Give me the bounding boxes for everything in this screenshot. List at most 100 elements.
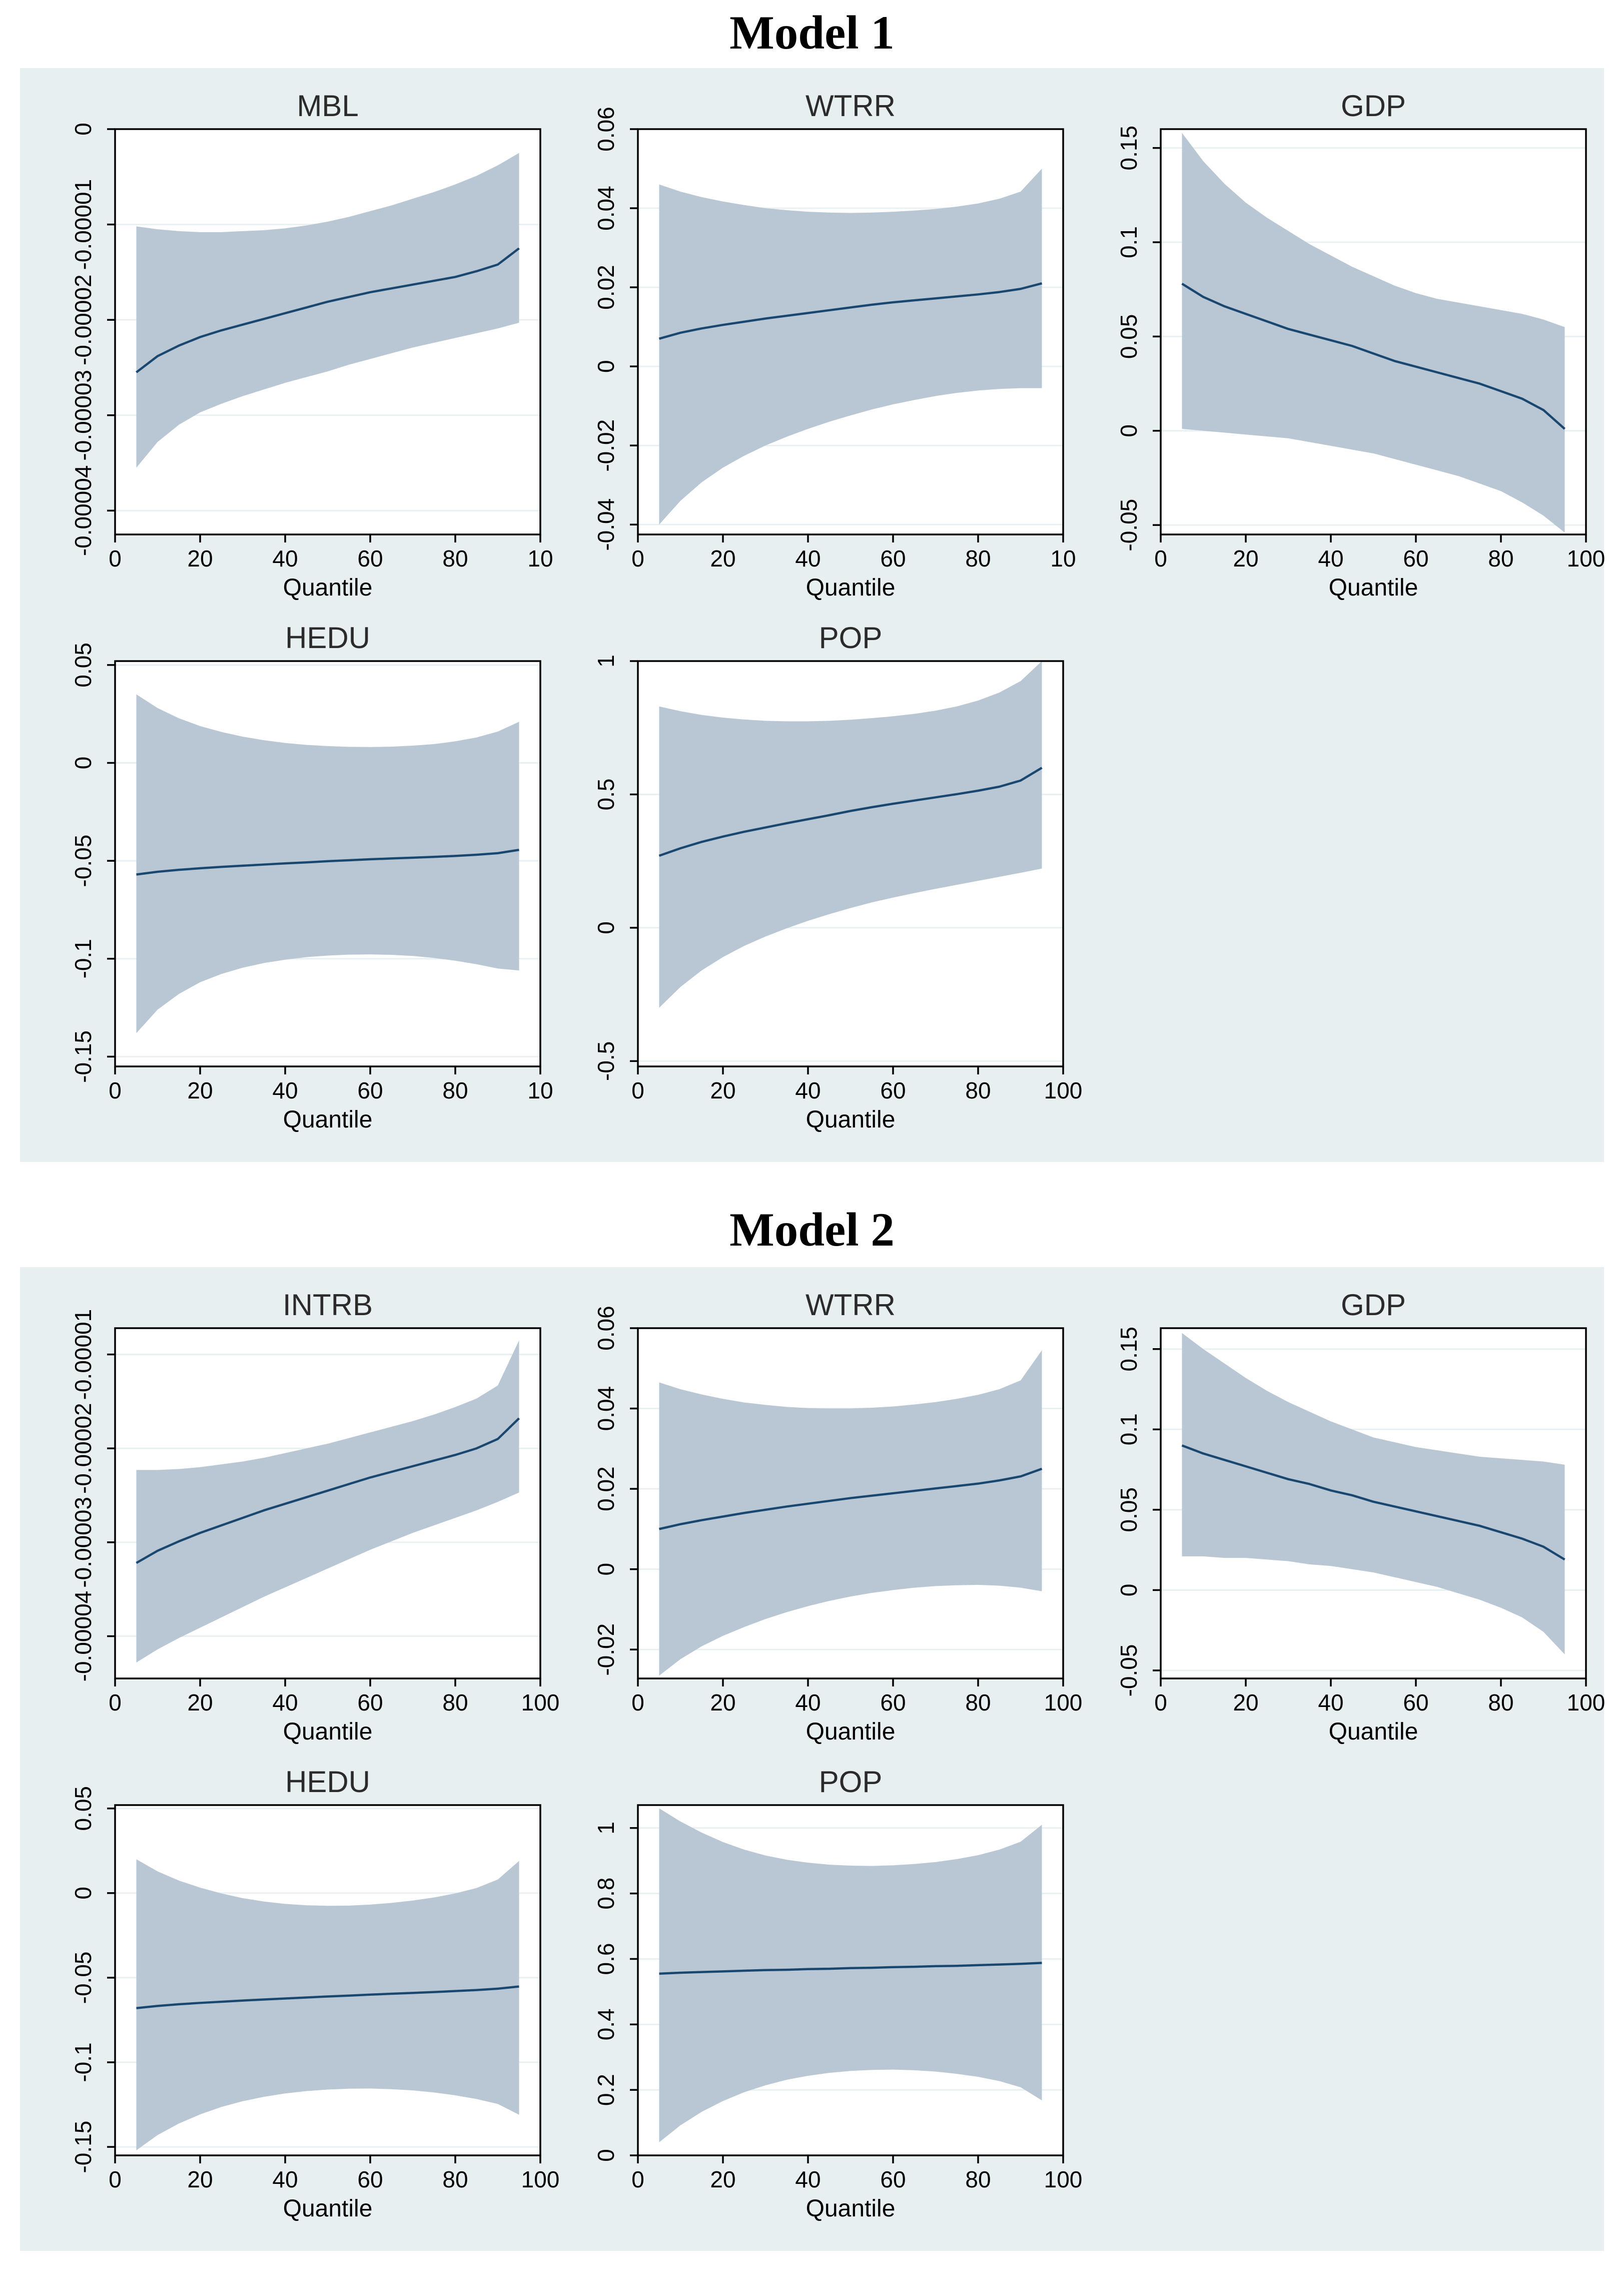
x-tick-label: 20 <box>187 545 213 571</box>
y-tick-label: 0 <box>593 2149 619 2162</box>
confidence-band <box>1182 133 1565 533</box>
x-tick-label: 0 <box>109 1689 122 1715</box>
confidence-band <box>659 169 1042 525</box>
y-tick-label: 0.06 <box>593 107 619 152</box>
coefficient-line <box>658 767 1043 857</box>
y-tick-label: 0.06 <box>593 1306 619 1351</box>
plot-border <box>114 660 541 1067</box>
x-tick-label: 40 <box>1318 1689 1343 1715</box>
y-tick-label: 0 <box>593 1563 619 1576</box>
x-tick-label: 0 <box>631 1077 644 1103</box>
x-tick-label: 20 <box>187 1689 213 1715</box>
y-tick-label: -0.00003 <box>70 370 96 461</box>
x-axis-title: Quantile <box>283 1718 373 1745</box>
y-tick-label: -0.05 <box>1116 499 1142 551</box>
y-tick-label: -0.15 <box>70 1030 96 1083</box>
x-tick-label: 40 <box>272 1689 298 1715</box>
x-tick-label: 40 <box>795 2166 821 2192</box>
subplot-canvas: WTRR 0.06 0.04 0.02 0 -0.02 0 20 40 60 80 100 Quanti… <box>593 1288 1082 1745</box>
y-tick-label: -0.15 <box>70 2121 96 2173</box>
y-tick-label: -0.00002 <box>70 274 96 365</box>
subplot-wtrr-model-2: WTRR 0.06 0.04 0.02 0 -0.02 0 20 40 60 80 100 Quanti… <box>550 1284 1082 1761</box>
subplot-canvas: HEDU 0.05 0 -0.05 -0.1 -0.15 0 20 40 60 80 10 Quanti… <box>70 621 553 1133</box>
x-tick-label: 80 <box>965 1689 991 1715</box>
x-tick-label: 0 <box>631 2166 644 2192</box>
subplot-mbl-model-1: MBL 0 -0.00001 -0.00002 -0.00003 -0.00004 0 20 4… <box>28 85 553 617</box>
subplot-title: HEDU <box>285 621 370 655</box>
x-tick-label: 60 <box>357 1689 383 1715</box>
x-tick-label: 0 <box>109 545 122 571</box>
subplot-title: HEDU <box>285 1765 370 1799</box>
x-tick-label: 40 <box>795 545 821 571</box>
y-tick-label: -0.00004 <box>70 1591 96 1682</box>
x-tick-label: 20 <box>187 1077 213 1103</box>
y-tick-label: 0.4 <box>593 2008 619 2040</box>
coefficient-line <box>1181 283 1565 430</box>
y-tick-label: -0.1 <box>70 2042 96 2082</box>
x-tick-label: 80 <box>442 1689 468 1715</box>
x-tick-label: 60 <box>880 2166 906 2192</box>
x-tick-label: 0 <box>1154 1689 1167 1715</box>
subplot-title: GDP <box>1341 89 1406 123</box>
subplot-title: GDP <box>1341 1288 1406 1322</box>
coefficient-line <box>136 247 520 373</box>
coefficient-line <box>658 282 1043 340</box>
subplot-title: WTRR <box>805 89 896 123</box>
x-tick-label: 0 <box>109 1077 122 1103</box>
confidence-band <box>136 1340 519 1663</box>
plot-border <box>637 1327 1064 1679</box>
subplot-gdp-model-1: GDP 0.15 0.1 0.05 0 -0.05 0 20 40 60 80 100 Quantile <box>1073 85 1605 617</box>
y-tick-label: 0 <box>1116 1584 1142 1597</box>
y-tick-label: 0.15 <box>1116 1327 1142 1372</box>
x-tick-label: 20 <box>1233 1689 1258 1715</box>
y-tick-label: 0.05 <box>1116 1487 1142 1532</box>
y-tick-label: -0.02 <box>593 1623 619 1676</box>
x-axis-title: Quantile <box>283 1106 373 1133</box>
x-tick-label: 10 <box>527 1077 553 1103</box>
x-tick-label: 20 <box>710 1689 735 1715</box>
model-2-panel: INTRB -0.00001 -0.00002 -0.00003 -0.00004 0 20… <box>20 1267 1605 2251</box>
x-tick-label: 100 <box>521 1689 560 1715</box>
x-tick-label: 20 <box>1233 545 1258 571</box>
y-tick-label: 0.1 <box>1116 226 1142 258</box>
x-axis-title: Quantile <box>806 1718 896 1745</box>
x-axis-title: Quantile <box>1329 575 1418 601</box>
y-tick-label: 0.15 <box>1116 126 1142 171</box>
y-tick-label: 0.6 <box>593 1943 619 1975</box>
plot-border <box>637 128 1064 535</box>
subplot-hedu-model-1: HEDU 0.05 0 -0.05 -0.1 -0.15 0 20 40 60 80 10 Quanti… <box>28 617 553 1149</box>
subplot-canvas: POP 1 0.8 0.6 0.4 0.2 00 20 40 60 80 100 Quantile <box>593 1765 1082 2222</box>
subplot-title: POP <box>819 1765 883 1799</box>
x-tick-label: 80 <box>442 2166 468 2192</box>
y-tick-label: 0 <box>70 123 96 136</box>
coefficient-line <box>659 1467 1043 1530</box>
x-tick-label: 100 <box>1044 1689 1083 1715</box>
confidence-band <box>1182 1333 1565 1654</box>
y-tick-label: 0.04 <box>593 186 619 231</box>
coefficient-line <box>659 1962 1042 1975</box>
coefficient-line <box>136 1985 519 2010</box>
y-tick-label: 1 <box>593 655 619 668</box>
x-tick-label: 60 <box>357 1077 383 1103</box>
figure-title-model-1: Model 1 <box>729 6 895 59</box>
x-tick-label: 20 <box>710 2166 735 2192</box>
x-tick-label: 60 <box>880 1077 906 1103</box>
x-axis-title: Quantile <box>806 1106 896 1133</box>
plot-border <box>114 1327 541 1679</box>
x-tick-label: 80 <box>965 1077 991 1103</box>
subplot-canvas: WTRR 0.06 0.04 0.02 0 -0.02 -0.04 0 20 40 60 80 10 Qu… <box>593 89 1076 601</box>
y-tick-label: 0.05 <box>70 643 96 688</box>
x-tick-label: 60 <box>357 2166 383 2192</box>
y-tick-label: -0.00002 <box>70 1403 96 1494</box>
plot-border <box>114 1804 541 2156</box>
subplot-hedu-model-2: HEDU 0.05 0 -0.05 -0.1 -0.15 0 20 40 60 80 100 Quant… <box>28 1761 559 2238</box>
y-tick-label: -0.04 <box>593 498 619 551</box>
subplot-canvas: POP 1 0.5 0 -0.5 0 20 40 60 80 100 Quantile <box>593 621 1082 1133</box>
x-axis-title: Quantile <box>1329 1718 1418 1745</box>
y-tick-label: -0.05 <box>70 1951 96 2004</box>
y-tick-label: -0.05 <box>70 835 96 887</box>
x-tick-label: 20 <box>187 2166 213 2192</box>
y-tick-label: 0 <box>70 757 96 770</box>
y-tick-label: 0.05 <box>1116 314 1142 359</box>
confidence-band <box>659 1350 1042 1676</box>
